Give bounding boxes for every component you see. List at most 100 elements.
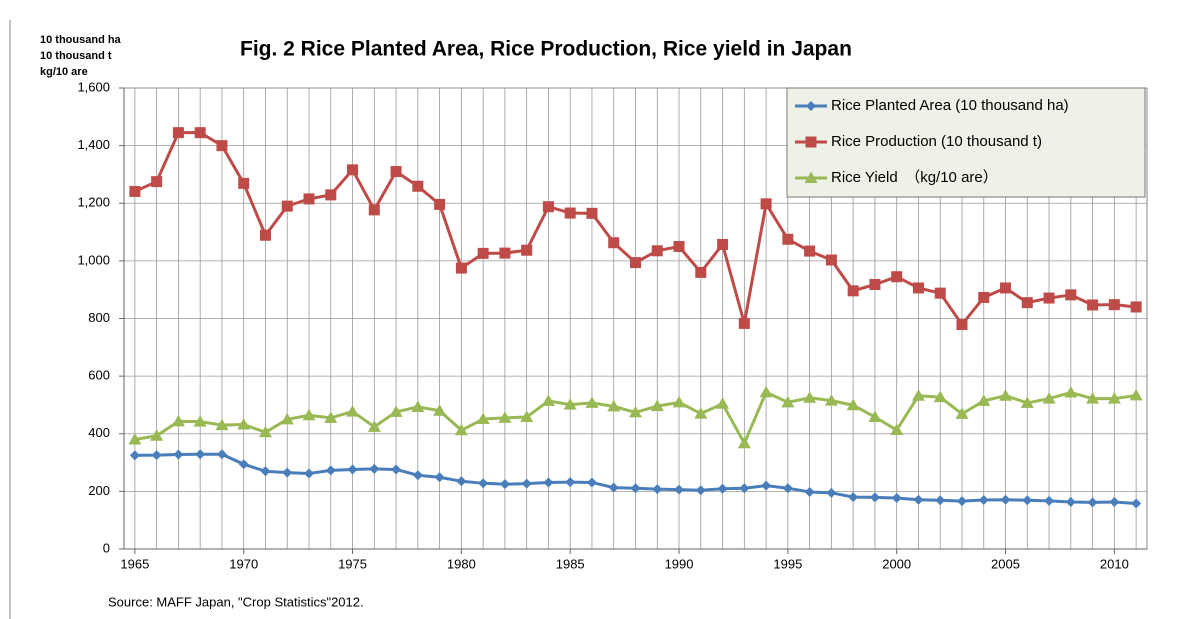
y-tick-label: 1,400 [77,137,110,152]
marker [151,450,162,461]
x-tick-label: 2000 [882,556,911,571]
marker [259,229,271,241]
marker [934,287,946,299]
marker [390,166,402,178]
marker [824,394,838,406]
marker [869,492,880,503]
marker [912,282,924,294]
marker [150,429,164,441]
marker [216,140,228,152]
marker [739,483,750,494]
marker [151,176,163,188]
chart-title: Fig. 2 Rice Planted Area, Rice Productio… [240,38,852,61]
marker [563,398,577,410]
marker [171,414,185,427]
marker [412,180,424,192]
marker [913,494,924,505]
marker [695,266,707,278]
marker [737,436,751,449]
marker [674,484,685,495]
marker [260,466,271,477]
marker [978,495,989,506]
marker [280,412,294,425]
marker [433,404,447,416]
marker [1044,495,1055,506]
marker [717,483,728,494]
marker [477,247,489,259]
marker [1042,392,1056,404]
marker [651,245,663,257]
marker [846,398,860,411]
y-tick-label: 200 [88,483,110,498]
marker [1086,392,1100,404]
marker [498,411,512,423]
marker [933,390,947,403]
marker [258,425,272,438]
marker [978,291,990,303]
legend-label: Rice Yield （kg/10 are） [831,169,998,186]
marker [803,391,817,403]
x-tick-label: 1995 [773,556,802,571]
marker [521,478,532,489]
marker [825,254,837,266]
x-tick-label: 1990 [665,556,694,571]
marker [391,464,402,475]
marker [412,470,423,481]
marker [346,405,360,417]
marker [891,271,903,283]
marker [478,478,489,489]
legend-marker [806,101,816,111]
marker [238,177,250,189]
marker [1107,392,1121,404]
legend: Rice Planted Area (10 thousand ha) Rice P… [786,87,1146,198]
marker [1087,299,1099,311]
marker [585,396,599,408]
marker [1087,497,1098,508]
marker [716,397,730,409]
y-tick-label: 1,000 [77,252,110,267]
marker [847,285,859,297]
marker [281,200,293,212]
marker [1129,388,1143,401]
marker [999,389,1013,401]
marker [672,395,686,408]
marker [1109,497,1120,508]
legend-label: Rice Planted Area (10 thousand ha) [831,97,1069,114]
marker [193,415,207,427]
marker [848,492,859,503]
marker [564,207,576,219]
marker [586,477,597,488]
y-tick-label: 400 [88,425,110,440]
marker [869,279,881,291]
marker [760,198,772,210]
marker [629,405,642,418]
legend-marker [804,171,818,183]
marker [1000,494,1011,505]
marker [1065,497,1076,508]
marker [1064,386,1078,398]
marker [541,394,555,406]
marker [1065,289,1077,301]
marker [282,467,293,478]
marker [673,240,685,252]
marker [826,487,837,498]
marker [759,385,773,398]
marker [652,484,663,495]
marker [172,127,184,139]
marker [173,449,184,460]
marker [543,477,554,488]
x-tick-label: 2010 [1100,556,1129,571]
marker [1020,396,1034,408]
marker [476,412,490,425]
marker [304,468,315,479]
y-tick-label: 600 [88,368,110,383]
y-unit-label: kg/10 are [40,66,88,78]
marker [586,207,598,219]
marker [761,480,772,491]
marker [1000,282,1012,294]
marker [237,418,251,430]
marker [738,317,750,329]
marker [302,408,316,421]
marker [694,407,708,419]
marker [521,244,533,256]
